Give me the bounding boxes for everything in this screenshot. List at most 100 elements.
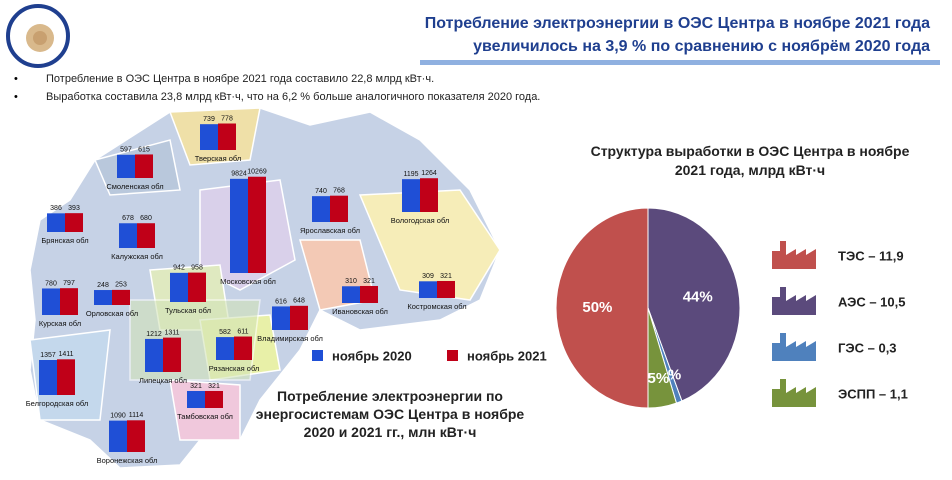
bar	[47, 213, 65, 232]
value-label: 9824	[231, 171, 247, 178]
bar	[94, 290, 112, 305]
bar	[272, 306, 290, 330]
legend-swatch	[312, 350, 323, 361]
value-label: 597	[120, 147, 132, 154]
value-label: 616	[275, 298, 287, 305]
pie-title: Структура выработки в ОЭС Центра в ноябр…	[590, 143, 910, 178]
bar	[200, 124, 218, 150]
value-label: 739	[203, 116, 215, 123]
value-label: 321	[440, 273, 452, 280]
region-label: Вологодская обл	[391, 216, 450, 225]
value-label: 321	[363, 278, 375, 285]
region-label: Калужская обл	[111, 252, 163, 261]
value-label: 248	[97, 282, 109, 289]
region-label: Курская обл	[39, 319, 81, 328]
bar	[112, 289, 130, 305]
bar	[42, 288, 60, 315]
legend-label: ТЭС – 11,9	[838, 248, 904, 263]
value-label: 780	[45, 280, 57, 287]
value-label: 1264	[421, 170, 437, 177]
value-label: 1195	[403, 171, 418, 178]
pie-slice	[555, 207, 649, 409]
region-label: Рязанская обл	[209, 364, 260, 373]
bullet-dot: •	[14, 91, 18, 103]
bar	[170, 272, 188, 302]
bar	[187, 390, 205, 408]
value-label: 1411	[58, 351, 73, 358]
bar	[60, 288, 78, 315]
bar	[117, 154, 135, 178]
value-label: 942	[173, 265, 185, 272]
value-label: 680	[140, 215, 152, 222]
region-label: Тверская обл	[195, 154, 242, 163]
region-label: Смоленская обл	[106, 182, 163, 191]
bar	[437, 280, 455, 298]
slice-label: 5%	[648, 370, 670, 387]
bar	[312, 196, 330, 222]
bar	[248, 176, 266, 273]
bar	[135, 154, 153, 178]
logo	[6, 4, 70, 68]
region-label: Белгородская обл	[26, 399, 89, 408]
region-label: Брянская обл	[41, 236, 88, 245]
value-label: 678	[122, 215, 134, 222]
value-label: 768	[333, 188, 345, 195]
value-label: 253	[115, 282, 127, 289]
bar	[216, 337, 234, 360]
region-label: Московская обл	[220, 277, 276, 286]
bar	[419, 281, 437, 298]
bar	[127, 420, 145, 452]
value-label: 321	[190, 383, 202, 390]
bar	[230, 178, 248, 273]
region-label: Владимирская обл	[257, 334, 323, 343]
legend-label: ноябрь 2020	[332, 348, 412, 363]
legend-icon	[772, 333, 816, 361]
bar	[163, 337, 181, 372]
legend-label: ГЭС – 0,3	[838, 340, 897, 355]
bar	[145, 338, 163, 372]
legend-label: ЭСПП – 1,1	[838, 386, 908, 401]
bar	[234, 336, 252, 360]
bar	[119, 223, 137, 248]
region-label: Липецкая обл	[139, 376, 187, 385]
bullet: Выработка составила 23,8 млрд кВт·ч, что…	[46, 91, 540, 103]
value-label: 778	[221, 115, 233, 122]
legend-icon	[772, 241, 816, 269]
value-label: 393	[68, 205, 80, 212]
value-label: 958	[191, 264, 203, 271]
map-chart-title: Потребление электроэнергии по энергосист…	[255, 388, 525, 440]
divider	[420, 60, 940, 65]
bar	[402, 179, 420, 212]
legend-label: АЭС – 10,5	[838, 294, 905, 309]
value-label: 1311	[164, 329, 179, 336]
bar	[290, 305, 308, 330]
bar	[65, 213, 83, 232]
bar	[360, 285, 378, 303]
bar	[109, 420, 127, 452]
value-label: 1090	[110, 412, 126, 419]
value-label: 797	[63, 280, 75, 287]
slice-label: 50%	[582, 299, 612, 316]
value-label: 1357	[40, 352, 56, 359]
title: Потребление электроэнергии в ОЭС Центра …	[425, 15, 930, 32]
value-label: 10269	[247, 169, 267, 176]
region-label: Орловская обл	[86, 309, 138, 318]
value-label: 310	[345, 278, 357, 285]
value-label: 321	[208, 383, 220, 390]
region-label: Костромская обл	[407, 302, 466, 311]
legend-label: ноябрь 2021	[467, 348, 547, 363]
value-label: 309	[422, 273, 434, 280]
bar	[218, 123, 236, 150]
bar	[39, 360, 57, 395]
bar	[330, 195, 348, 222]
bullet: Потребление в ОЭС Центра в ноябре 2021 г…	[46, 73, 434, 85]
bar	[188, 272, 206, 302]
title: увеличилось на 3,9 % по сравнению с нояб…	[473, 38, 930, 55]
value-label: 648	[293, 298, 305, 305]
value-label: 615	[138, 146, 150, 153]
slice-label: 44%	[683, 289, 713, 306]
region-label: Тамбовская обл	[177, 412, 233, 421]
region-label: Воронежская обл	[97, 456, 158, 465]
value-label: 611	[237, 328, 248, 335]
